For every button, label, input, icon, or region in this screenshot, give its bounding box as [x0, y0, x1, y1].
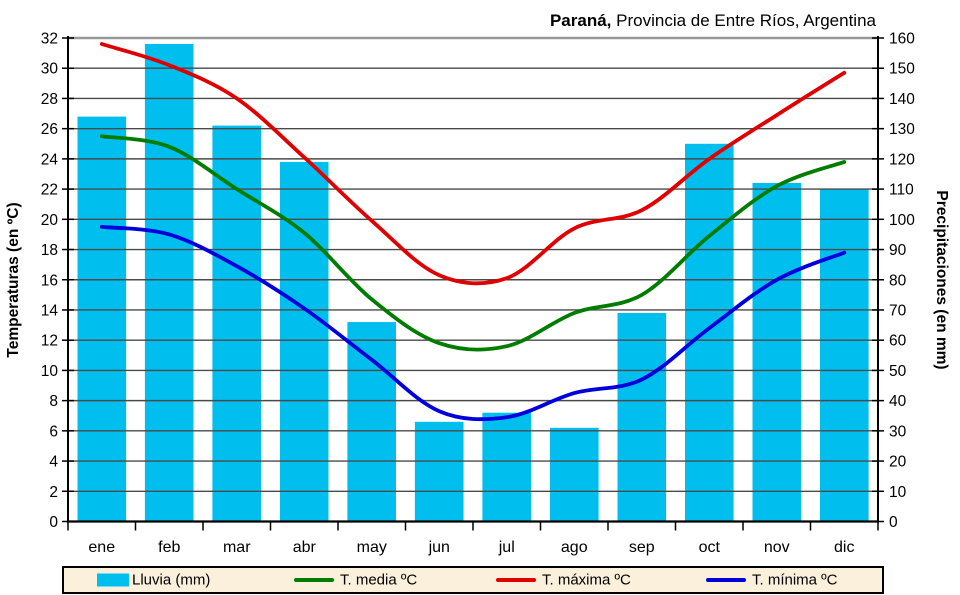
chart-plot-area: 0246810121416182022242628303201020304050…	[41, 31, 915, 557]
month-label-may: may	[357, 539, 387, 556]
left-tick-label-12: 12	[41, 333, 58, 350]
month-label-feb: feb	[158, 539, 180, 556]
legend-line-maxima	[496, 578, 536, 582]
left-tick-label-4: 4	[49, 454, 58, 471]
right-tick-label-140: 140	[889, 91, 915, 108]
right-tick-label-120: 120	[889, 151, 915, 168]
legend-line-media	[294, 578, 334, 582]
left-tick-label-14: 14	[41, 302, 59, 319]
precip-bar-jul	[482, 412, 531, 522]
precip-bar-jun	[414, 421, 464, 522]
right-tick-label-160: 160	[889, 31, 915, 48]
month-label-oct: oct	[699, 539, 721, 556]
left-tick-label-30: 30	[41, 61, 59, 78]
precip-bar-abr	[279, 161, 329, 522]
right-tick-label-100: 100	[889, 212, 915, 229]
legend-label-minima: T. mínima ºC	[752, 571, 838, 589]
right-tick-label-30: 30	[889, 423, 907, 440]
curve-t-m-xima-c	[99, 42, 847, 286]
right-tick-label-80: 80	[889, 272, 907, 289]
precip-bar-mar	[212, 125, 261, 522]
legend-swatch-lluvia	[97, 573, 129, 587]
precip-bar-dic	[820, 189, 869, 522]
right-tick-label-20: 20	[889, 454, 907, 471]
right-tick-label-70: 70	[889, 302, 907, 319]
chart-title-region: Provincia de Entre Ríos, Argentina	[611, 11, 876, 30]
precip-bar-oct	[685, 143, 734, 522]
right-tick-label-150: 150	[889, 61, 915, 78]
legend-label-maxima: T. máxima ºC	[542, 571, 631, 589]
chart-title: Paraná, Provincia de Entre Ríos, Argenti…	[550, 11, 876, 31]
right-tick-label-60: 60	[889, 333, 907, 350]
month-label-ene: ene	[88, 539, 115, 556]
precip-bar-may	[347, 322, 396, 522]
chart-title-city: Paraná,	[549, 11, 612, 30]
right-tick-label-110: 110	[889, 182, 914, 199]
legend-label-media: T. media ºC	[340, 571, 418, 589]
left-tick-label-24: 24	[41, 151, 59, 168]
month-label-jun: jun	[428, 539, 450, 556]
precip-bar-sep	[617, 313, 667, 522]
curve-t-media-c	[99, 134, 847, 352]
left-tick-label-26: 26	[41, 121, 58, 138]
right-tick-label-10: 10	[889, 484, 907, 501]
month-label-dic: dic	[834, 539, 854, 556]
month-label-mar: mar	[223, 539, 251, 556]
right-tick-label-130: 130	[889, 121, 915, 138]
precip-bar-ago	[550, 427, 599, 522]
left-tick-label-6: 6	[49, 423, 58, 440]
precip-bar-ene	[77, 116, 127, 522]
legend-box: Lluvia (mm) T. media ºC T. máxima ºC T. …	[62, 566, 884, 594]
left-tick-label-2: 2	[49, 484, 58, 501]
right-tick-label-0: 0	[889, 514, 898, 531]
legend-line-minima	[706, 578, 746, 582]
left-axis-title: Temperaturas (en ºC)	[5, 202, 22, 358]
right-tick-label-40: 40	[889, 393, 907, 410]
right-tick-label-50: 50	[889, 363, 907, 380]
left-tick-label-22: 22	[41, 182, 58, 199]
precip-bar-feb	[144, 44, 194, 522]
precip-bar-nov	[752, 183, 802, 522]
left-tick-label-0: 0	[49, 514, 58, 531]
left-tick-label-28: 28	[41, 91, 58, 108]
month-label-ago: ago	[561, 539, 588, 556]
left-tick-label-8: 8	[49, 393, 58, 410]
right-tick-label-90: 90	[889, 242, 907, 259]
left-tick-label-32: 32	[41, 31, 58, 48]
left-tick-label-16: 16	[41, 272, 58, 289]
left-tick-label-10: 10	[41, 363, 59, 380]
left-tick-label-18: 18	[41, 242, 58, 259]
left-tick-label-20: 20	[41, 212, 59, 229]
month-label-abr: abr	[293, 539, 317, 556]
right-axis-title: Precipitaciones (en mm)	[933, 190, 950, 370]
month-label-jul: jul	[498, 539, 515, 556]
legend-label-lluvia: Lluvia (mm)	[132, 571, 211, 589]
month-label-nov: nov	[764, 539, 790, 556]
curve-t-m-nima-c	[99, 225, 847, 422]
month-label-sep: sep	[629, 539, 655, 556]
